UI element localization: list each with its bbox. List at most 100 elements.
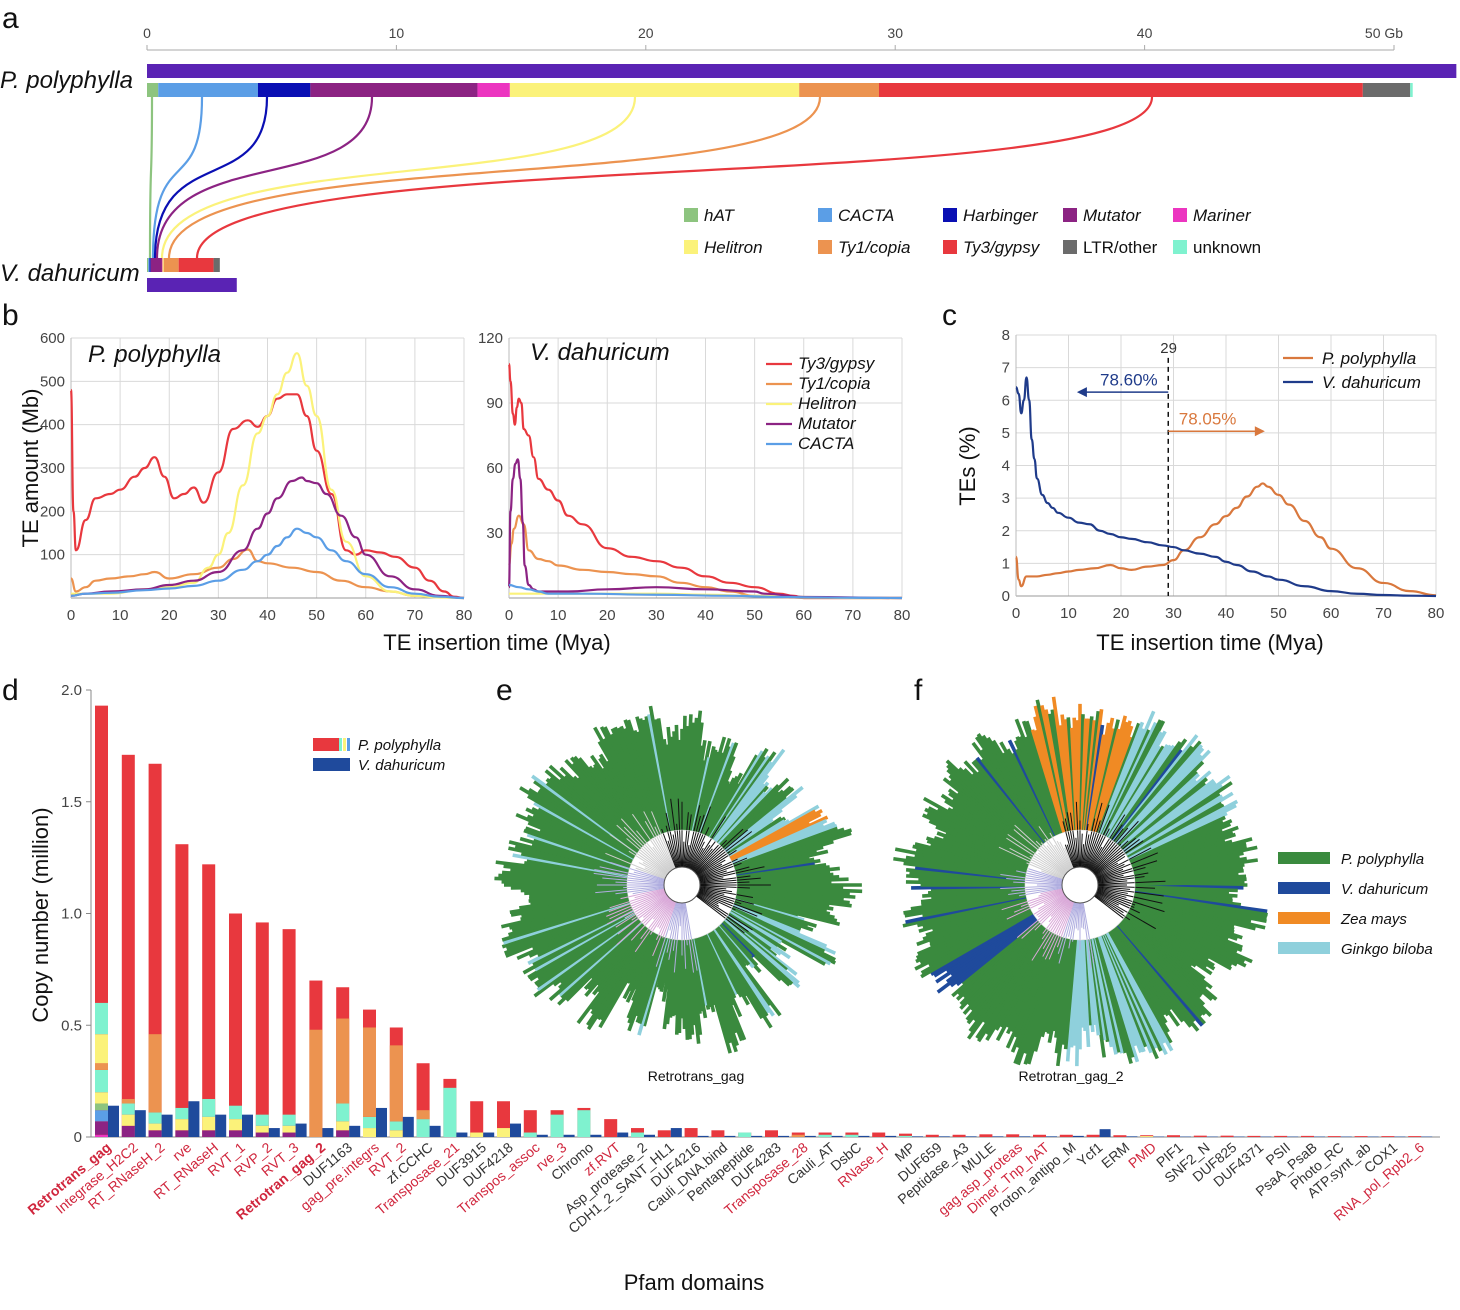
bar-pp-stack — [95, 1002, 108, 1035]
tree-e-branch — [608, 890, 666, 913]
bar-vd — [1072, 1135, 1084, 1137]
tree-e-branch — [699, 881, 750, 885]
tree-e-branch — [638, 862, 667, 878]
tree-e-branch — [697, 859, 726, 877]
tree-f-branch — [1033, 894, 1066, 915]
tree-e-branch — [682, 902, 687, 969]
x-tick-label: 60 — [357, 607, 374, 624]
bar-vd — [268, 1128, 280, 1137]
bar-pp-stack — [148, 1130, 162, 1137]
tree-e-branch — [635, 867, 666, 880]
y-tick-label: 60 — [486, 460, 503, 477]
x-tick-label: 70 — [407, 607, 424, 624]
bar-pp — [979, 1134, 993, 1137]
bar-vd — [831, 1135, 843, 1137]
arrow-right-head — [1254, 426, 1265, 437]
pp-segment-mariner — [477, 83, 510, 97]
bar-vd — [912, 1136, 923, 1137]
bar-vd — [670, 1128, 682, 1137]
series-line-cacta — [70, 527, 465, 600]
tree-f-branch — [1091, 820, 1139, 873]
tree-e-branch — [691, 816, 727, 871]
x-tick-label: 50 — [1270, 605, 1287, 622]
link-mutator — [155, 96, 374, 259]
tree-e-branch — [699, 885, 750, 889]
legend-swatch-helitron — [684, 240, 698, 254]
tree-e-branch — [652, 901, 676, 957]
vd-segment-helitron — [162, 258, 164, 272]
tree-f-branch — [1036, 894, 1066, 916]
pp-segment-cacta — [158, 83, 258, 97]
legend-swatch-ty3-gypsy — [943, 240, 957, 254]
tree-e-leaf — [736, 880, 832, 886]
tree-e-branch — [655, 901, 675, 940]
tree-f-branch — [1011, 886, 1063, 892]
series-line-mutator — [70, 476, 465, 600]
tree-f-branch — [1048, 901, 1074, 960]
tree-f-branch — [1095, 862, 1118, 877]
tree-f-branch — [1034, 897, 1068, 931]
tree-f-branch — [1093, 895, 1124, 919]
tree-e-branch — [636, 830, 671, 872]
tree-e-branch — [699, 870, 727, 881]
tree-f-branch — [1097, 866, 1146, 881]
tree-f-branch — [1014, 824, 1068, 874]
tree-e-branch — [696, 894, 749, 932]
axis-a-tick-label: 40 — [1137, 25, 1153, 41]
tree-e-branch — [640, 898, 672, 940]
series-line-v-dahuricum — [1015, 376, 1437, 598]
x-tick-label: 80 — [894, 607, 911, 624]
tree-e-branch — [694, 839, 728, 873]
tree-e-branch — [595, 886, 665, 894]
x-tick-label: 0 — [505, 607, 513, 624]
legend-swatch-mariner — [1173, 208, 1187, 222]
tree-legend-label-3: Ginkgo biloba — [1341, 941, 1433, 958]
tree-f-branch — [1064, 818, 1077, 868]
vd-segment-cacta — [148, 258, 150, 272]
tree-e-branch — [686, 814, 705, 868]
bar-vd — [242, 1114, 253, 1137]
bar-pp-stack — [363, 1027, 376, 1117]
tree-e-branch — [698, 862, 742, 880]
tree-e-branch — [693, 848, 713, 872]
bar-pp-stack — [229, 1105, 242, 1120]
tree-e-branch — [606, 891, 666, 917]
tree-e-branch — [685, 805, 701, 868]
axis-a-tick-label: 20 — [638, 25, 654, 41]
tree-f-branch — [1080, 833, 1083, 868]
bar-pp — [872, 1132, 886, 1137]
tree-f-branch — [1093, 837, 1137, 874]
genome-bar-pp — [147, 64, 1457, 78]
bar-pp-stack — [389, 1121, 403, 1131]
bar-pp — [711, 1130, 725, 1137]
bar-pp-stack — [121, 1099, 135, 1104]
bar-vd — [885, 1135, 897, 1137]
tree-e-branch — [654, 826, 675, 869]
pp-segment-unknown — [1410, 83, 1413, 97]
bar-pp — [1033, 1134, 1046, 1137]
genome-label-vd: V. dahuricum — [0, 260, 140, 287]
tree-f-branch — [1066, 812, 1078, 868]
tree-f-branch — [998, 846, 1064, 878]
tree-e-branch — [593, 872, 665, 884]
bar-pp-stack — [363, 1116, 376, 1129]
tree-e-branch — [616, 896, 670, 946]
tree-e-branch — [690, 847, 704, 870]
tree-e-branch — [609, 889, 665, 909]
bar-pp-stack — [791, 1134, 805, 1137]
bar-vd — [992, 1136, 1004, 1137]
tree-f-branch — [1096, 852, 1158, 879]
tree-f-branch — [1043, 892, 1065, 905]
bar-pp-stack — [497, 1128, 510, 1137]
tree-e-branch — [620, 818, 671, 873]
bar-vd — [1153, 1136, 1165, 1138]
vd-segment-ty3-gypsy — [178, 258, 214, 272]
tree-f-branch — [1068, 902, 1078, 949]
tree-f-branch — [1097, 880, 1128, 884]
legend-label-cacta: CACTA — [838, 206, 894, 225]
tree-e-branch — [609, 834, 668, 876]
bar-vd — [1260, 1136, 1272, 1138]
tree-f-branch — [1097, 886, 1131, 890]
tree-f-branch — [1092, 840, 1129, 874]
